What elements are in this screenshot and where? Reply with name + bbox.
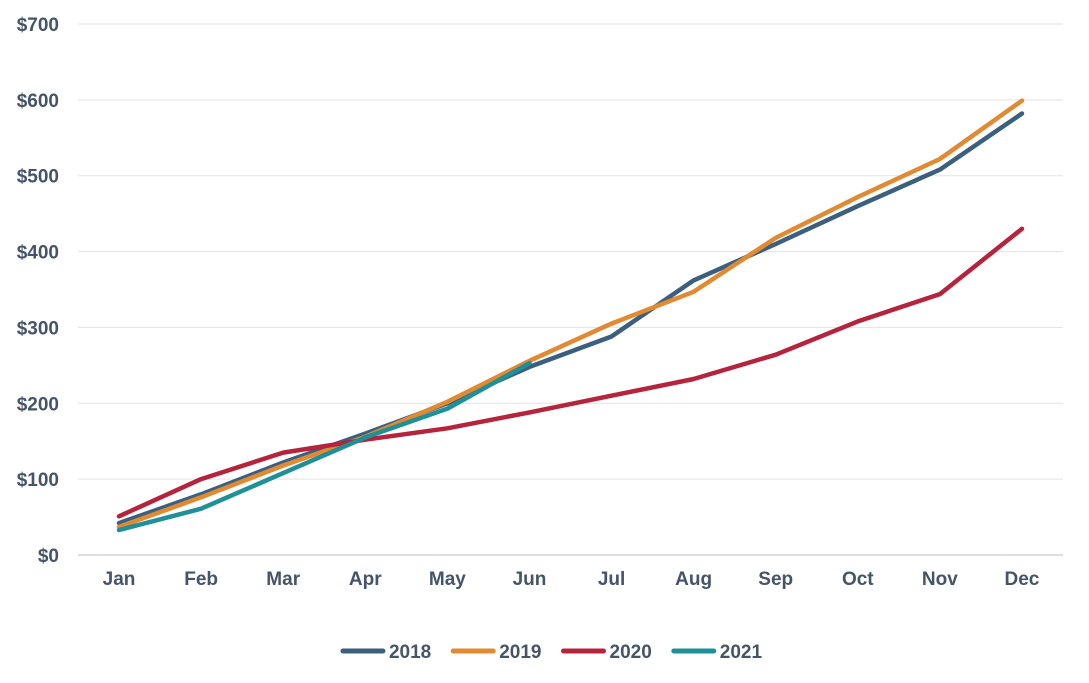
legend-item-2020: 2020 — [561, 642, 652, 663]
series-line-2018 — [116, 111, 1025, 526]
x-tick-label: Jul — [598, 569, 625, 590]
x-tick-label: Oct — [842, 569, 874, 590]
x-axis-ticks: Jan Feb Mar Apr May Jun Jul Aug Sep Oct Nov Dec — [103, 569, 1040, 590]
x-tick-label: Apr — [349, 569, 382, 590]
x-tick-label: Sep — [758, 569, 793, 590]
legend-item-2021: 2021 — [671, 642, 763, 663]
x-tick-label: Aug — [675, 569, 712, 590]
x-tick-label: Nov — [922, 569, 958, 590]
legend: 2018 2019 2020 2021 — [340, 642, 763, 663]
series-line-2020 — [116, 226, 1025, 519]
x-tick-label: Mar — [266, 569, 300, 590]
x-tick-label: May — [429, 569, 466, 590]
x-tick-label: Jan — [103, 569, 136, 590]
legend-label: 2018 — [389, 642, 431, 663]
legend-item-2019: 2019 — [450, 642, 542, 663]
y-tick-label: $200 — [17, 394, 59, 415]
y-tick-label: $500 — [17, 167, 59, 188]
series-line-2021 — [116, 360, 532, 533]
legend-label: 2019 — [499, 642, 541, 663]
x-tick-label: Jun — [513, 569, 547, 590]
x-tick-label: Dec — [1005, 569, 1040, 590]
y-tick-label: $100 — [17, 470, 59, 491]
series-lines — [116, 98, 1025, 533]
gridlines — [78, 23, 1063, 480]
y-tick-label: $700 — [17, 15, 59, 36]
x-tick-label: Feb — [184, 569, 218, 590]
y-tick-label: $400 — [17, 243, 59, 264]
y-axis-ticks: $0 $100 $200 $300 $400 $500 $600 $700 — [17, 15, 59, 567]
legend-label: 2021 — [720, 642, 763, 663]
y-tick-label: $0 — [38, 546, 59, 567]
legend-label: 2020 — [610, 642, 652, 663]
y-tick-label: $600 — [17, 91, 59, 112]
legend-item-2018: 2018 — [340, 642, 431, 663]
series-line-2019 — [116, 98, 1025, 530]
y-tick-label: $300 — [17, 318, 59, 339]
